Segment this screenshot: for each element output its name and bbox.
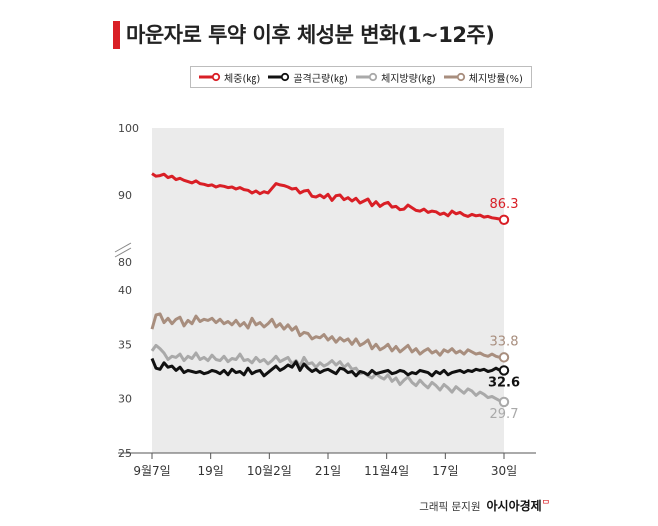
legend-swatch-fatkg [356,72,378,82]
y-tick-label: 80 [118,256,132,269]
legend-label-fatpct: 체지방률(%) [468,73,523,85]
end-marker-weight [498,214,510,225]
x-tick-label: 30일 [491,464,517,478]
y-tick-label: 35 [118,338,132,351]
series-line-fatkg [150,343,505,404]
x-tick-label: 19일 [198,464,224,478]
x-tick-label: 17일 [432,464,458,478]
legend-item-fatpct: 체지방률(%) [443,70,523,85]
x-tick-label: 21일 [315,464,341,478]
legend-item-muscle: 골격근량(㎏) [268,70,348,85]
end-marker-fatkg [498,396,510,408]
title-accent-bar [113,21,120,49]
y-axis-break-icon [114,242,132,258]
end-marker-muscle [498,365,510,376]
y-tick-label: 40 [118,284,132,297]
footer-credit: 그래픽 문지원 아시아경제ᄆ [419,497,550,514]
chart-legend: 체중(㎏) 골격근량(㎏) 체지방량(㎏) 체지방률(%) [190,66,532,88]
brand-mark-icon: ᄆ [541,500,550,510]
chart-title: 마운자로 투약 이후 체성분 변화(1~12주) [126,23,495,47]
end-label-fatpct: 33.8 [490,334,519,349]
x-tick-label: 9월7일 [133,464,170,478]
y-tick-label: 30 [118,393,132,406]
y-tick-label: 100 [118,122,139,135]
legend-label-muscle: 골격근량(㎏) [293,73,348,85]
legend-item-weight: 체중(㎏) [199,70,260,85]
x-tick-label: 11월4일 [364,464,409,478]
y-tick-label: 90 [118,189,132,202]
graphic-credit: 그래픽 문지원 [419,501,481,513]
legend-swatch-fatpct [443,72,465,82]
legend-label-weight: 체중(㎏) [224,73,261,85]
end-label-weight: 86.3 [490,197,519,212]
end-label-muscle: 32.6 [488,375,520,390]
end-marker-fatpct [498,352,510,363]
legend-item-fatkg: 체지방량(㎏) [356,70,436,85]
legend-swatch-weight [199,72,221,82]
end-label-fatkg: 29.7 [490,407,519,422]
x-tick-label: 10월2일 [247,464,292,478]
brand-logo: 아시아경제 [486,499,542,513]
series-line-muscle [150,357,504,378]
series-line-weight [151,172,505,222]
y-tick-label: 25 [118,447,132,460]
series-line-fatpct [150,312,504,359]
legend-label-fatkg: 체지방량(㎏) [381,73,436,85]
legend-swatch-muscle [268,72,290,82]
plot-background [152,128,504,453]
